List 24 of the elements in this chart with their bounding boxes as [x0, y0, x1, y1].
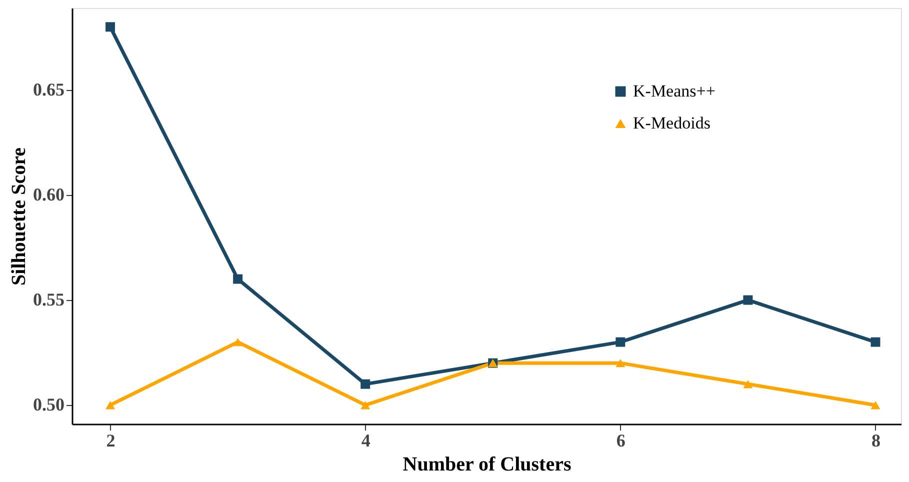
- y-tick-label: 0.55: [33, 290, 64, 310]
- x-axis-title: Number of Clusters: [402, 454, 572, 476]
- point: [233, 338, 243, 346]
- legend-label: K-Medoids: [633, 114, 710, 132]
- legend-label: K-Means++: [633, 82, 716, 100]
- x-tick-label: 2: [106, 430, 116, 450]
- point: [106, 22, 116, 32]
- x-tick-label: 6: [616, 430, 626, 450]
- point: [233, 274, 243, 284]
- point: [106, 400, 116, 410]
- x-tick-label: 8: [871, 430, 880, 450]
- point: [616, 337, 626, 347]
- y-tick-label: 0.60: [33, 184, 64, 204]
- point: [743, 295, 753, 305]
- x-tick-label: 4: [361, 430, 370, 450]
- point: [360, 379, 370, 389]
- point: [616, 358, 626, 368]
- point: [743, 380, 753, 388]
- y-tick-label: 0.50: [33, 394, 64, 415]
- point: [870, 337, 880, 347]
- y-axis-title: Silhouette Score: [8, 147, 30, 286]
- y-tick-label: 0.65: [33, 79, 64, 100]
- point: [360, 400, 370, 410]
- point: [870, 400, 880, 410]
